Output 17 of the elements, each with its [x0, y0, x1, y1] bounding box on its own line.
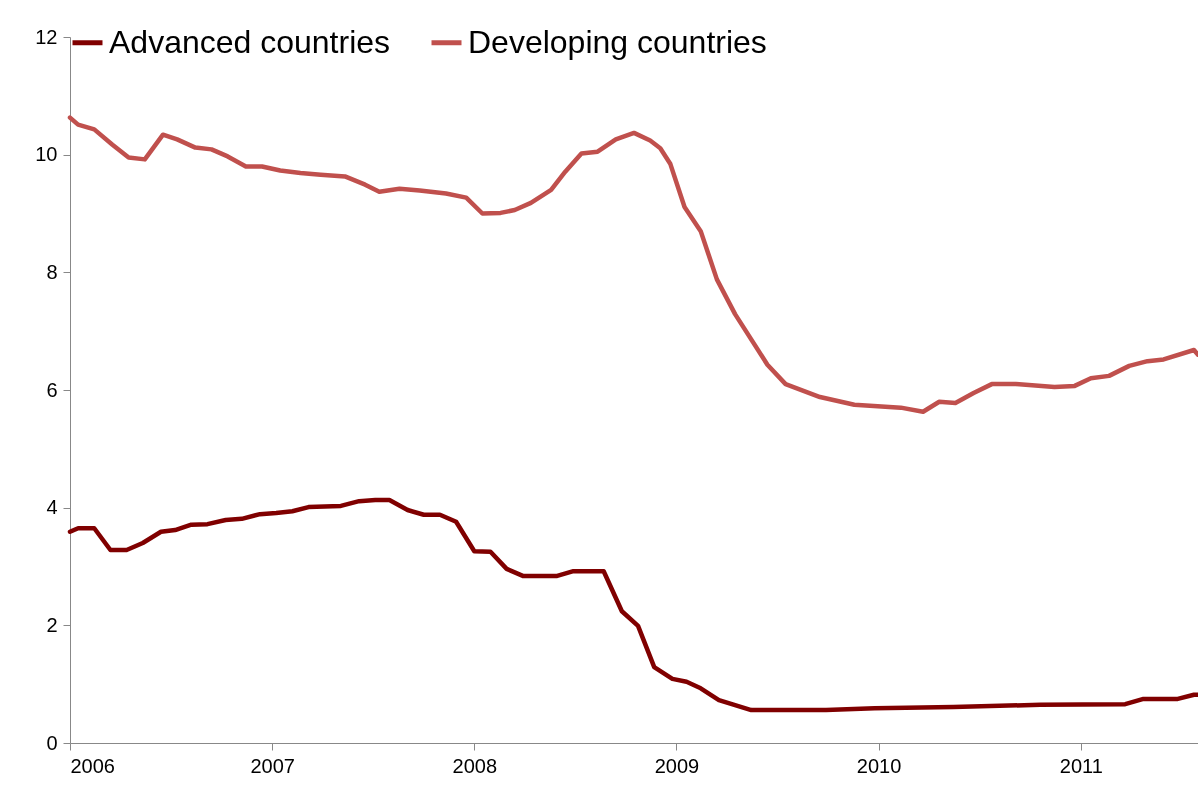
line-series	[67, 497, 1198, 713]
legend-label: Developing countries	[468, 23, 767, 60]
x-tick-label: 2009	[654, 754, 700, 777]
y-tick-label: 12	[35, 25, 58, 48]
y-tick-label: 2	[46, 613, 58, 636]
x-tick-label: 2011	[1059, 754, 1103, 777]
legend-label: Advanced countries	[109, 23, 391, 60]
line-series	[67, 115, 1198, 415]
y-tick-label: 8	[46, 260, 58, 283]
x-tick-label: 2008	[452, 754, 498, 777]
x-tick-label: 2006	[70, 754, 115, 777]
y-tick-label: 6	[46, 378, 58, 401]
y-tick-label: 4	[46, 496, 58, 519]
x-tick-label: 2007	[250, 754, 295, 777]
x-tick-label: 2010	[856, 754, 902, 777]
y-tick-label: 0	[46, 731, 58, 754]
y-tick-label: 10	[35, 143, 58, 166]
